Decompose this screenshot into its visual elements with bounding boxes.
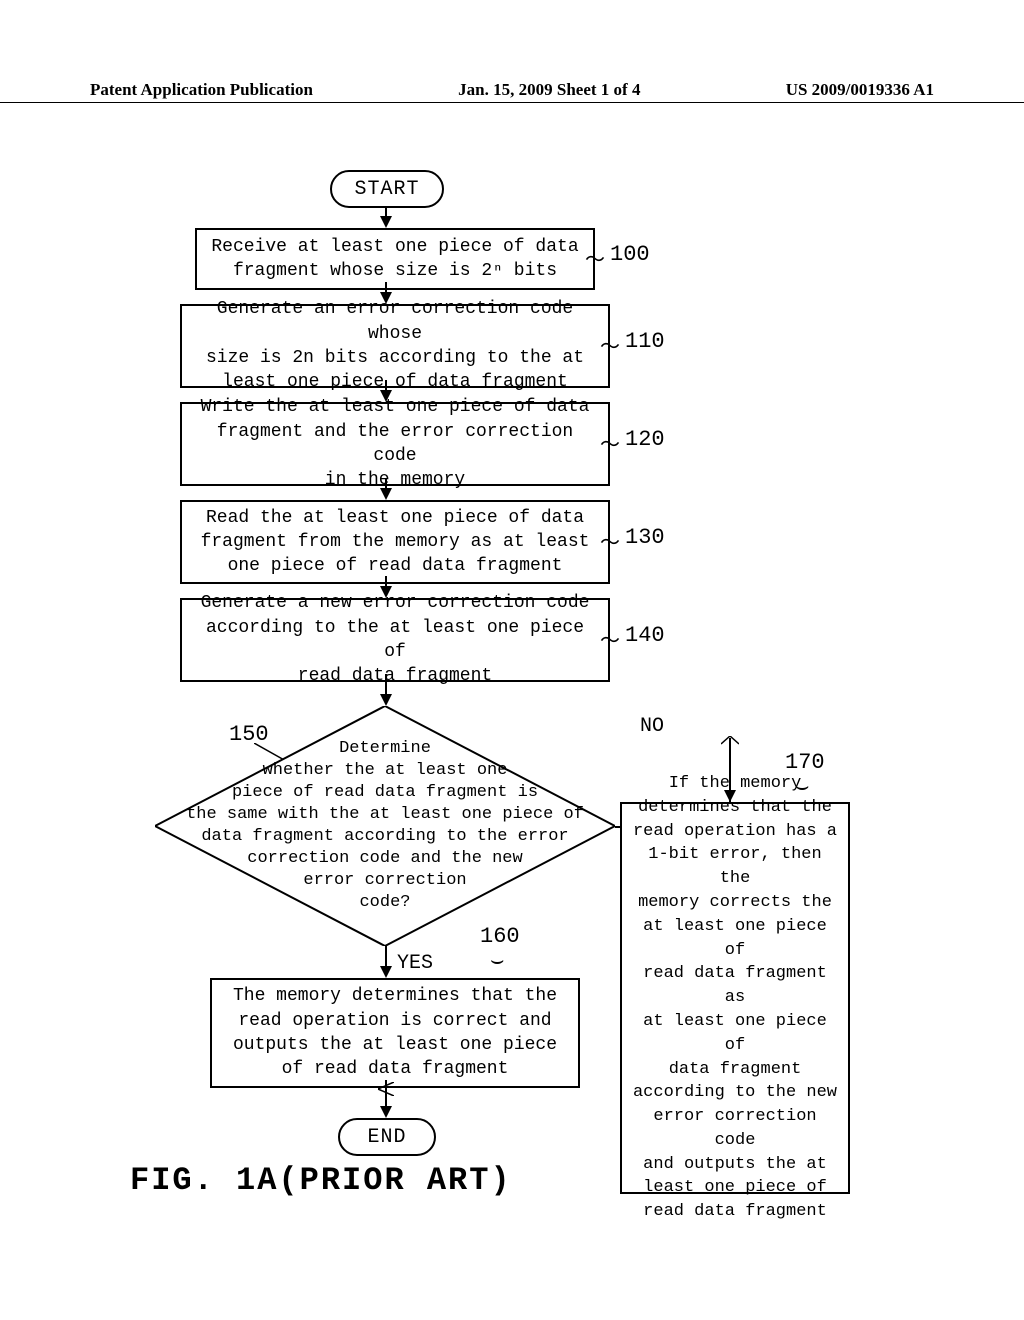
- header-left: Patent Application Publication: [90, 80, 313, 102]
- ref-160-curve: ⌣: [490, 949, 504, 974]
- terminal-start: START: [330, 170, 444, 208]
- step-130: Read the at least one piece of data frag…: [180, 500, 610, 584]
- arrow-head: [380, 1106, 392, 1118]
- step-170-text: If the memory determines that the read o…: [630, 772, 840, 1224]
- step-110: Generate an error correction code whose …: [180, 304, 610, 388]
- end-label: END: [367, 1126, 406, 1149]
- merge-hook: [378, 1082, 394, 1096]
- step-120: Write the at least one piece of data fra…: [180, 402, 610, 486]
- tilde: 〜: [585, 243, 605, 273]
- header-mid: Jan. 15, 2009 Sheet 1 of 4: [458, 80, 640, 102]
- decision-150: Determine whether the at least one piece…: [155, 706, 615, 946]
- step-160-text: The memory determines that the read oper…: [233, 984, 557, 1081]
- terminal-end: END: [338, 1118, 436, 1156]
- label-yes: YES: [397, 952, 433, 975]
- arrow-head: [380, 488, 392, 500]
- decision-text: Determine whether the at least one piece…: [155, 706, 615, 946]
- figure-label: FIG. 1A(PRIOR ART): [130, 1162, 512, 1199]
- step-170: If the memory determines that the read o…: [620, 802, 850, 1194]
- no-hook: [721, 736, 739, 746]
- arrow: [385, 946, 387, 968]
- header-right: US 2009/0019336 A1: [786, 80, 934, 102]
- arrow: [385, 674, 387, 696]
- ref-120: 120: [625, 427, 665, 452]
- ref-140: 140: [625, 623, 665, 648]
- start-label: START: [354, 178, 419, 201]
- ref-100: 100: [610, 242, 650, 267]
- tilde: 〜: [600, 330, 620, 360]
- tilde: 〜: [600, 526, 620, 556]
- step-110-text: Generate an error correction code whose …: [190, 297, 600, 394]
- page-header: Patent Application Publication Jan. 15, …: [0, 80, 1024, 103]
- step-160: The memory determines that the read oper…: [210, 978, 580, 1088]
- step-140: Generate a new error correction code acc…: [180, 598, 610, 682]
- arrow-head: [380, 966, 392, 978]
- ref-160: 160: [480, 924, 520, 949]
- arrow-head: [380, 216, 392, 228]
- flowchart: START Receive at least one piece of data…: [0, 160, 1024, 1290]
- step-140-text: Generate a new error correction code acc…: [190, 591, 600, 688]
- step-120-text: Write the at least one piece of data fra…: [190, 395, 600, 492]
- arrow-head: [380, 694, 392, 706]
- ref-110: 110: [625, 329, 665, 354]
- step-100-text: Receive at least one piece of data fragm…: [211, 235, 578, 284]
- tilde: 〜: [600, 624, 620, 654]
- step-100: Receive at least one piece of data fragm…: [195, 228, 595, 290]
- step-130-text: Read the at least one piece of data frag…: [201, 506, 590, 579]
- label-no: NO: [640, 715, 664, 738]
- tilde: 〜: [600, 428, 620, 458]
- ref-130: 130: [625, 525, 665, 550]
